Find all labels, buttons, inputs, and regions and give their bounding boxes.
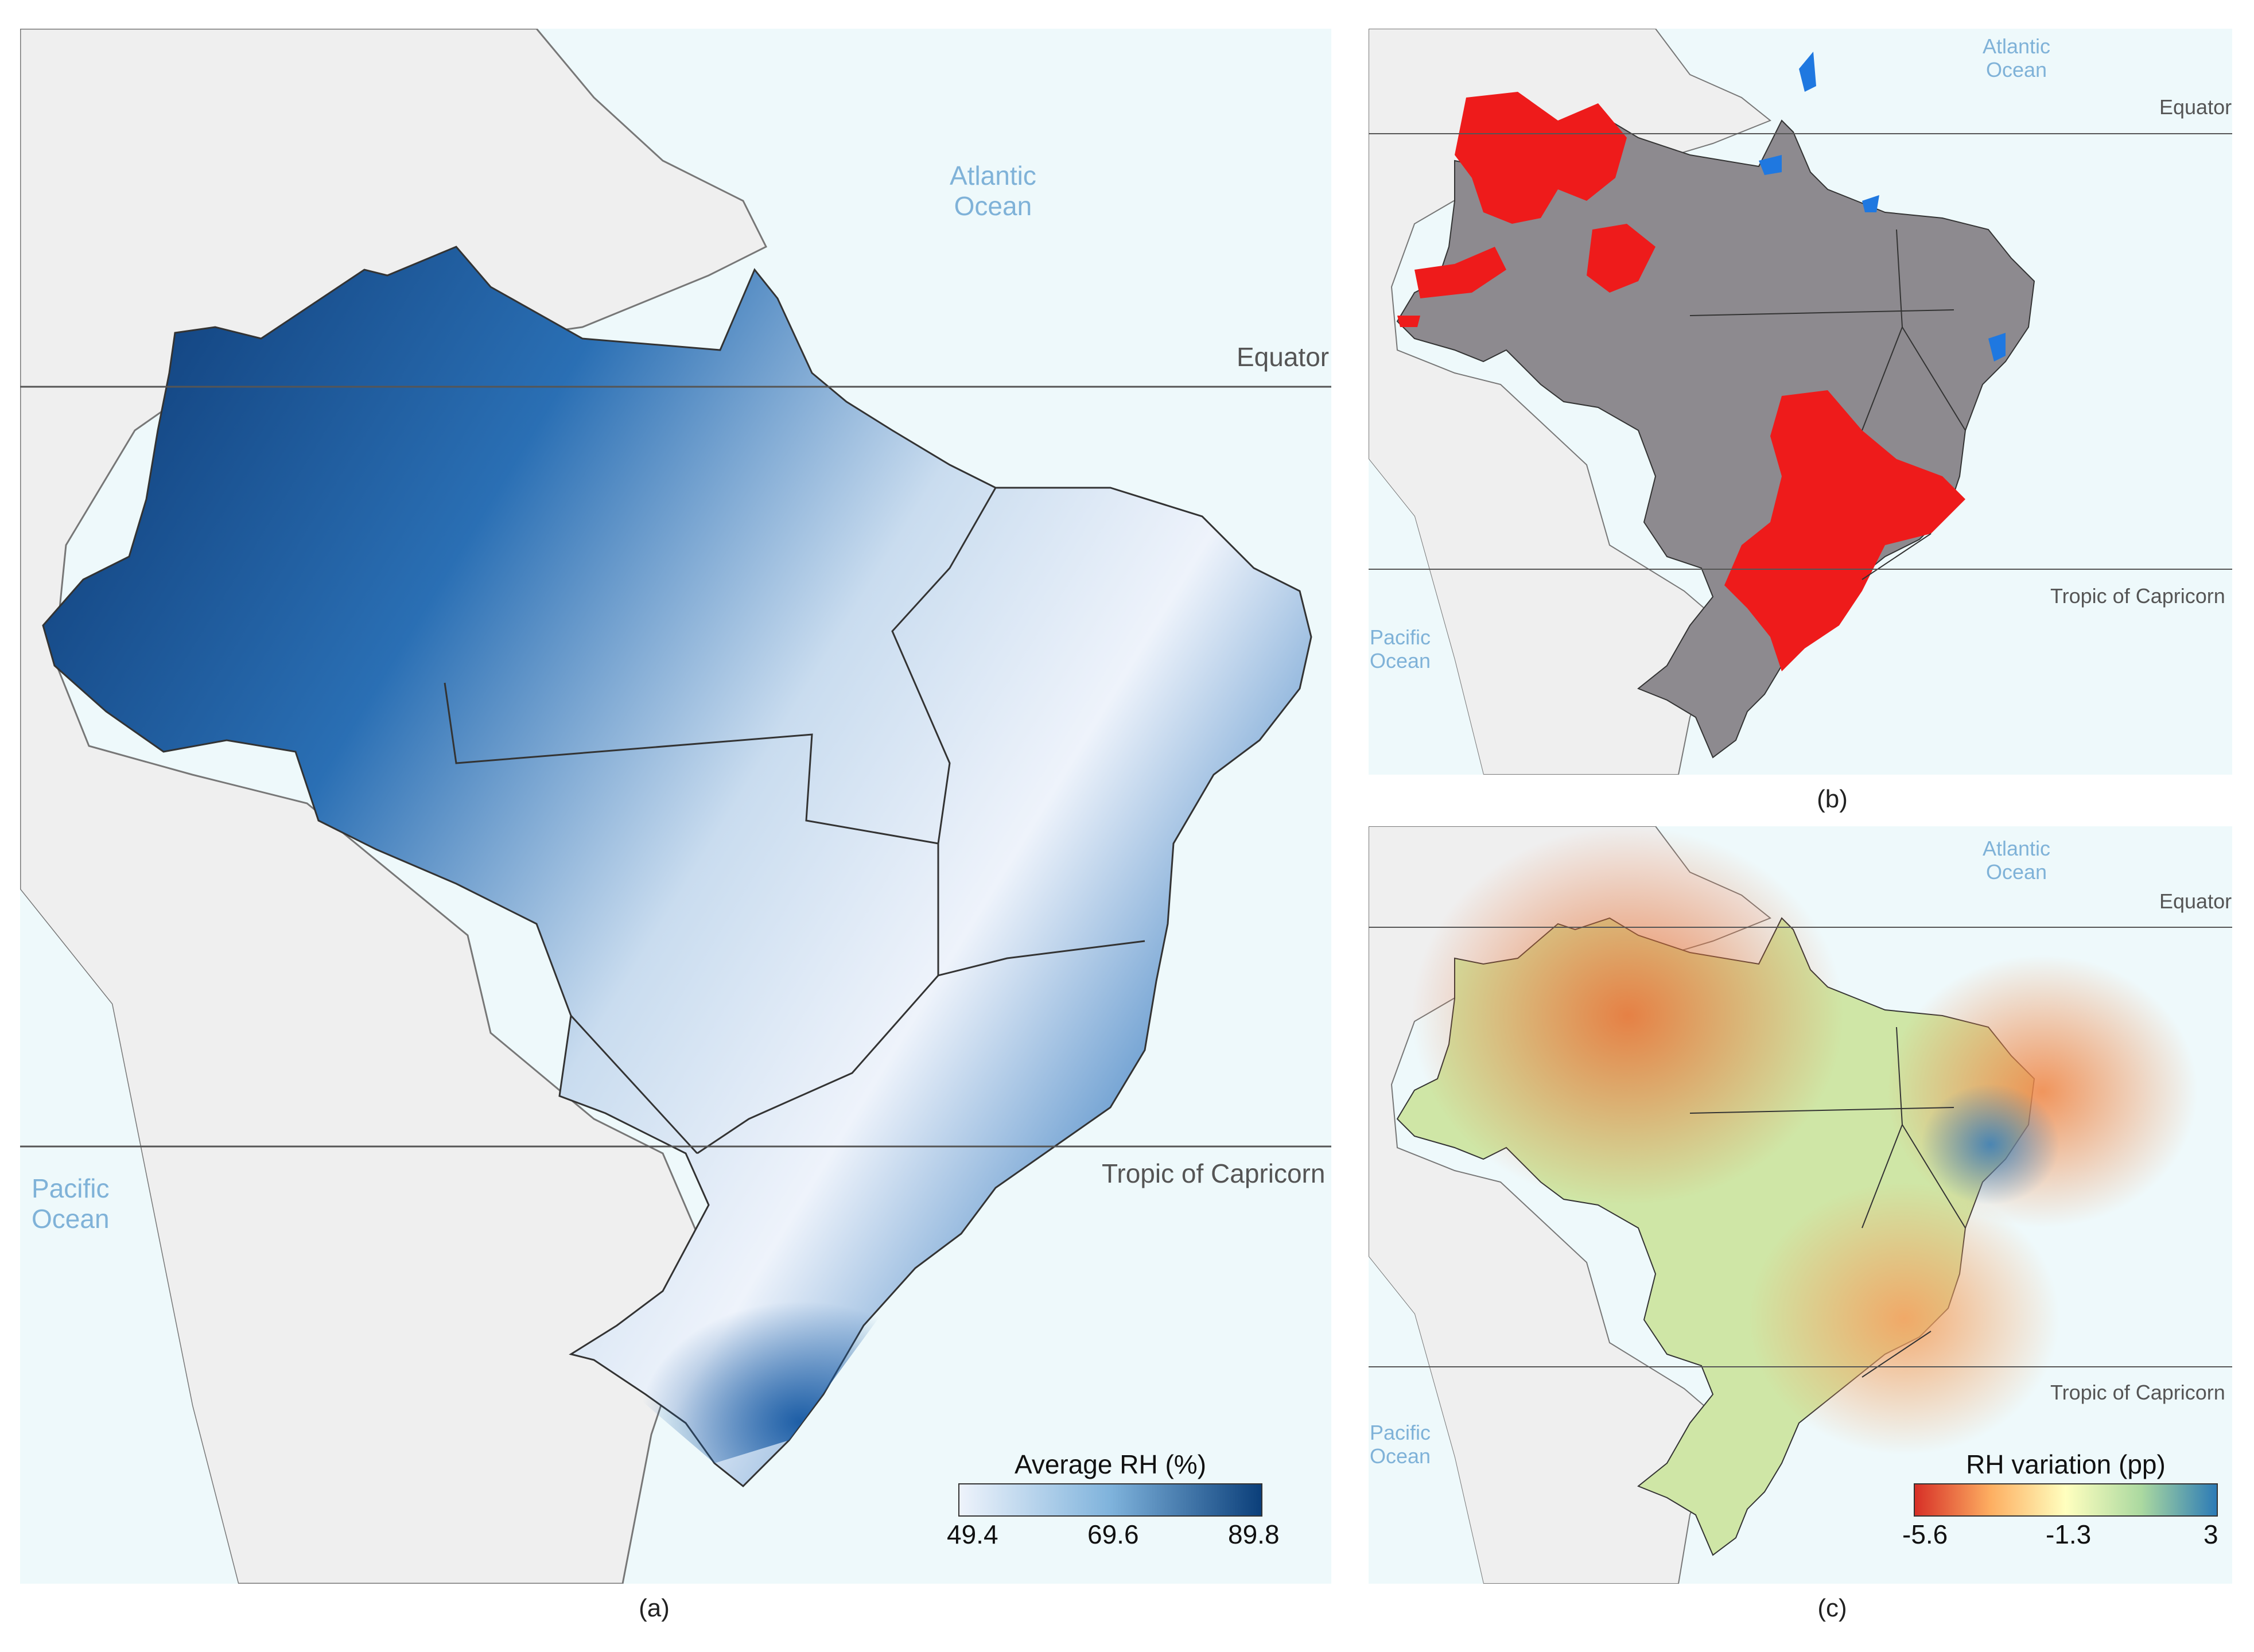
legend-a-colorbar [958, 1483, 1262, 1517]
map-c-graphic [1369, 826, 2232, 1584]
map-panel-b: Atlantic Ocean Pacific Ocean Equator Tro… [1369, 29, 2232, 775]
pacific-ocean-label-b: Pacific Ocean [1370, 625, 1431, 673]
legend-a: Average RH (%) 49.4 69.6 89.8 [947, 1449, 1280, 1549]
atlantic-ocean-label-b: Atlantic Ocean [1983, 34, 2051, 82]
equator-label-c: Equator [2159, 889, 2232, 913]
tropic-label-c: Tropic of Capricorn [2050, 1381, 2225, 1404]
blue-patch-1 [1799, 52, 1816, 92]
map-b-graphic [1369, 29, 2232, 775]
legend-a-mid: 69.6 [1087, 1519, 1139, 1549]
red-cluster-north [1455, 92, 1627, 224]
south-america-land [20, 29, 768, 1584]
red-cluster-south [1724, 390, 1965, 671]
tropic-label: Tropic of Capricorn [1102, 1159, 1326, 1188]
legend-c-max: 3 [2204, 1519, 2218, 1549]
legend-c-colorbar [1914, 1483, 2218, 1517]
map-panel-a: Atlantic Ocean Pacific Ocean Equator Tro… [20, 29, 1331, 1584]
equator-label: Equator [1237, 342, 1330, 372]
tropic-label-b: Tropic of Capricorn [2050, 584, 2225, 608]
caption-a: (a) [639, 1594, 670, 1622]
legend-a-max: 89.8 [1228, 1519, 1280, 1549]
map-a-graphic [20, 29, 1331, 1584]
legend-c-title: RH variation (pp) [1966, 1449, 2166, 1479]
map-panel-c: Atlantic Ocean Pacific Ocean Equator Tro… [1369, 826, 2232, 1584]
legend-c-min: -5.6 [1902, 1519, 1948, 1549]
caption-b: (b) [1817, 785, 1848, 813]
legend-a-min: 49.4 [947, 1519, 998, 1549]
legend-c: RH variation (pp) -5.6 -1.3 3 [1902, 1449, 2226, 1549]
caption-c: (c) [1817, 1594, 1847, 1622]
pacific-ocean-label: Pacific Ocean [32, 1173, 110, 1234]
legend-c-mid: -1.3 [2046, 1519, 2092, 1549]
atlantic-ocean-label: Atlantic Ocean [950, 161, 1036, 221]
legend-a-title: Average RH (%) [1014, 1449, 1207, 1479]
atlantic-ocean-label-c: Atlantic Ocean [1983, 837, 2051, 884]
equator-label-b: Equator [2159, 95, 2232, 119]
pacific-ocean-label-c: Pacific Ocean [1370, 1421, 1431, 1468]
